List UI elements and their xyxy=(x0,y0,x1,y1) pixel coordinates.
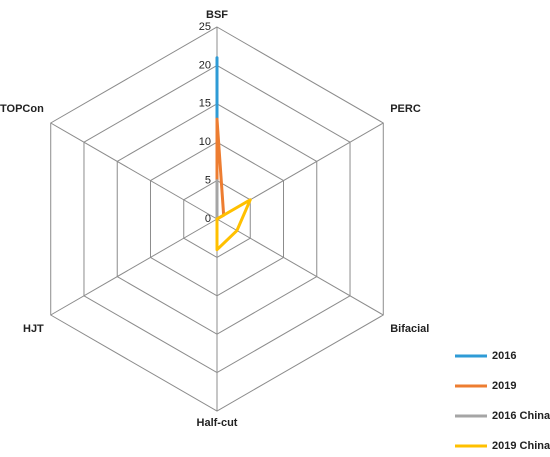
axis-spoke xyxy=(216,218,384,316)
tick-label: 10 xyxy=(199,136,211,148)
tick-label: 15 xyxy=(199,98,211,110)
tick-label: 5 xyxy=(205,175,211,187)
tick-label: 20 xyxy=(199,59,211,71)
legend-label: 2019 xyxy=(492,380,516,392)
category-label: BSF xyxy=(206,9,228,21)
category-label: PERC xyxy=(390,103,421,115)
axis-spoke xyxy=(50,218,218,316)
category-label: Half-cut xyxy=(197,417,238,429)
tick-label: 25 xyxy=(199,21,211,33)
category-label: HJT xyxy=(23,323,44,335)
category-label: Bifacial xyxy=(390,323,429,335)
category-label: TOPCon xyxy=(0,103,44,115)
legend-label: 2019 China xyxy=(492,440,550,452)
legend-label: 2016 xyxy=(492,350,516,362)
legend-label: 2016 China xyxy=(492,410,550,422)
series-line xyxy=(215,198,252,252)
tick-label: 0 xyxy=(205,213,211,225)
axis-spoke xyxy=(50,122,218,220)
